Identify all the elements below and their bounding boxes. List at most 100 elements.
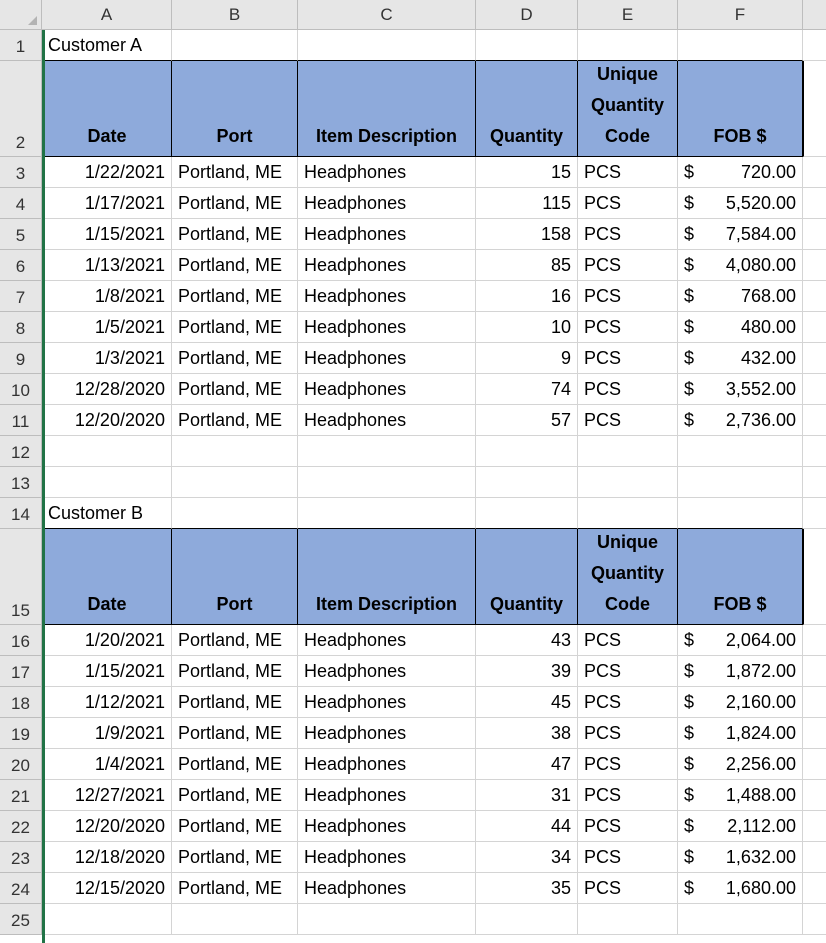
cell-quantity[interactable]: 45: [476, 687, 578, 718]
row-header-1[interactable]: 1: [0, 30, 42, 61]
row-header-18[interactable]: 18: [0, 687, 42, 718]
header-port[interactable]: Port: [172, 61, 298, 157]
cell-empty[interactable]: [678, 498, 803, 529]
header-fob[interactable]: FOB $: [678, 61, 803, 157]
cell-fob[interactable]: $3,552.00: [678, 374, 803, 405]
column-header-a[interactable]: A: [42, 0, 172, 30]
cell-port[interactable]: Portland, ME: [172, 749, 298, 780]
cell-port[interactable]: Portland, ME: [172, 312, 298, 343]
cell-item[interactable]: Headphones: [298, 780, 476, 811]
cell-empty[interactable]: [42, 904, 172, 935]
header-date[interactable]: Date: [42, 529, 172, 625]
cell-date[interactable]: 1/9/2021: [42, 718, 172, 749]
row-header-24[interactable]: 24: [0, 873, 42, 904]
cell-date[interactable]: 1/15/2021: [42, 656, 172, 687]
cell-empty[interactable]: [298, 904, 476, 935]
cell-empty[interactable]: [803, 498, 826, 529]
cell-fob[interactable]: $1,488.00: [678, 780, 803, 811]
cell-uqc[interactable]: PCS: [578, 780, 678, 811]
cell-port[interactable]: Portland, ME: [172, 873, 298, 904]
header-item-description[interactable]: Item Description: [298, 61, 476, 157]
cell-item[interactable]: Headphones: [298, 873, 476, 904]
cell-empty[interactable]: [678, 436, 803, 467]
cell-fob[interactable]: $7,584.00: [678, 219, 803, 250]
cell-uqc[interactable]: PCS: [578, 842, 678, 873]
cell-fob[interactable]: $480.00: [678, 312, 803, 343]
cell-empty[interactable]: [578, 30, 678, 61]
cell-item[interactable]: Headphones: [298, 188, 476, 219]
cell-empty[interactable]: [172, 30, 298, 61]
cell-quantity[interactable]: 57: [476, 405, 578, 436]
cell-item[interactable]: Headphones: [298, 687, 476, 718]
cell-date[interactable]: 1/8/2021: [42, 281, 172, 312]
row-header-16[interactable]: 16: [0, 625, 42, 656]
cell-quantity[interactable]: 39: [476, 656, 578, 687]
cell-date[interactable]: 1/15/2021: [42, 219, 172, 250]
cell-fob[interactable]: $2,160.00: [678, 687, 803, 718]
cell-uqc[interactable]: PCS: [578, 718, 678, 749]
cell-item[interactable]: Headphones: [298, 281, 476, 312]
cell-empty[interactable]: [803, 625, 826, 656]
cell-empty[interactable]: [476, 498, 578, 529]
cell-port[interactable]: Portland, ME: [172, 811, 298, 842]
cell-date[interactable]: 1/13/2021: [42, 250, 172, 281]
cell-uqc[interactable]: PCS: [578, 374, 678, 405]
cell-empty[interactable]: [803, 30, 826, 61]
row-header-23[interactable]: 23: [0, 842, 42, 873]
cell-quantity[interactable]: 158: [476, 219, 578, 250]
cell-port[interactable]: Portland, ME: [172, 188, 298, 219]
cell-fob[interactable]: $2,256.00: [678, 749, 803, 780]
cell-empty[interactable]: [803, 157, 826, 188]
cell-date[interactable]: 12/20/2020: [42, 405, 172, 436]
header-quantity[interactable]: Quantity: [476, 61, 578, 157]
column-header-b[interactable]: B: [172, 0, 298, 30]
cell-port[interactable]: Portland, ME: [172, 374, 298, 405]
column-header-f[interactable]: F: [678, 0, 803, 30]
row-header-17[interactable]: 17: [0, 656, 42, 687]
cell-uqc[interactable]: PCS: [578, 687, 678, 718]
row-header-12[interactable]: 12: [0, 436, 42, 467]
cell-date[interactable]: 12/15/2020: [42, 873, 172, 904]
cell-quantity[interactable]: 34: [476, 842, 578, 873]
row-header-5[interactable]: 5: [0, 219, 42, 250]
cell-empty[interactable]: [476, 436, 578, 467]
cell-quantity[interactable]: 38: [476, 718, 578, 749]
cell-empty[interactable]: [578, 498, 678, 529]
cell-empty[interactable]: [803, 749, 826, 780]
cell-item[interactable]: Headphones: [298, 157, 476, 188]
cell-fob[interactable]: $4,080.00: [678, 250, 803, 281]
cell-empty[interactable]: [803, 436, 826, 467]
cell-item[interactable]: Headphones: [298, 749, 476, 780]
header-unique-quantity-code[interactable]: Unique Quantity Code: [578, 61, 678, 157]
cell-item[interactable]: Headphones: [298, 842, 476, 873]
cell-empty[interactable]: [803, 312, 826, 343]
row-header-25[interactable]: 25: [0, 904, 42, 935]
cell-empty[interactable]: [803, 842, 826, 873]
cell-item[interactable]: Headphones: [298, 625, 476, 656]
column-header-e[interactable]: E: [578, 0, 678, 30]
cell-uqc[interactable]: PCS: [578, 343, 678, 374]
cell-empty[interactable]: [298, 436, 476, 467]
cell-empty[interactable]: [42, 467, 172, 498]
cell-empty[interactable]: [476, 904, 578, 935]
cell-empty[interactable]: [803, 343, 826, 374]
cell-empty[interactable]: [803, 873, 826, 904]
row-header-22[interactable]: 22: [0, 811, 42, 842]
cell-port[interactable]: Portland, ME: [172, 343, 298, 374]
cell-item[interactable]: Headphones: [298, 219, 476, 250]
cell-empty[interactable]: [803, 61, 826, 157]
cell-uqc[interactable]: PCS: [578, 405, 678, 436]
row-header-13[interactable]: 13: [0, 467, 42, 498]
header-quantity[interactable]: Quantity: [476, 529, 578, 625]
cell-date[interactable]: 1/4/2021: [42, 749, 172, 780]
header-port[interactable]: Port: [172, 529, 298, 625]
cell-empty[interactable]: [678, 904, 803, 935]
cell-fob[interactable]: $1,632.00: [678, 842, 803, 873]
cell-port[interactable]: Portland, ME: [172, 219, 298, 250]
cell-item[interactable]: Headphones: [298, 718, 476, 749]
cell-empty[interactable]: [803, 687, 826, 718]
header-item-description[interactable]: Item Description: [298, 529, 476, 625]
cell-fob[interactable]: $768.00: [678, 281, 803, 312]
row-header-20[interactable]: 20: [0, 749, 42, 780]
cell-port[interactable]: Portland, ME: [172, 250, 298, 281]
